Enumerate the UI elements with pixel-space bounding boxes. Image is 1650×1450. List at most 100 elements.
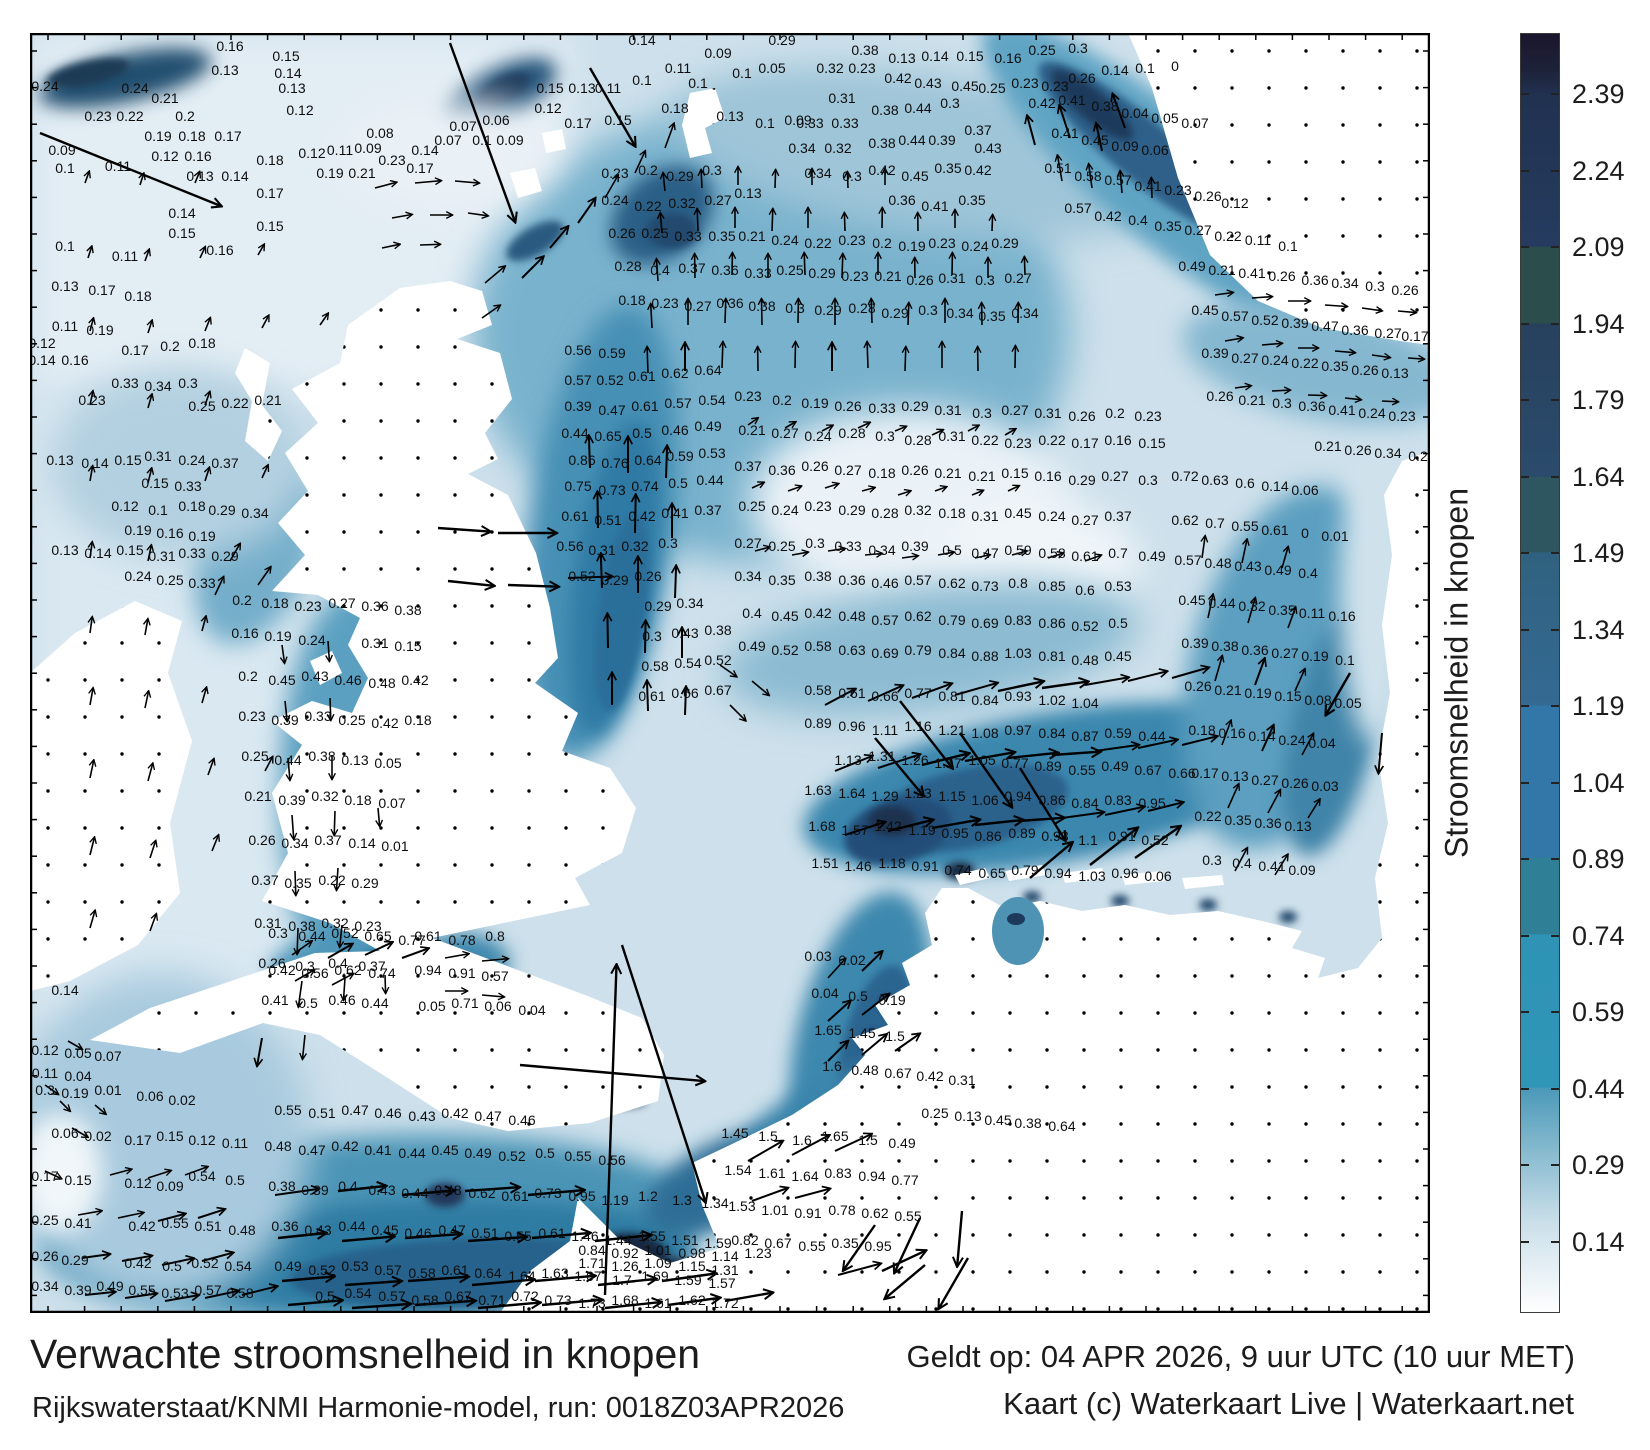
current-arrow xyxy=(864,554,882,556)
speed-value-label: 0.55 xyxy=(128,1282,155,1298)
current-arrow xyxy=(762,299,763,326)
speed-value-label: 0.18 xyxy=(178,128,205,144)
current-arrow xyxy=(1287,607,1296,629)
speed-value-label: 0.23 xyxy=(601,165,628,181)
speed-value-label: 0.3 xyxy=(1202,852,1222,868)
speed-value-label: 0.22 xyxy=(1214,228,1241,244)
speed-value-label: 1.6 xyxy=(822,1058,842,1074)
speed-value-label: 0.82 xyxy=(731,1232,758,1248)
speed-value-label: 0.74 xyxy=(631,478,658,494)
speed-value-label: 0.26 xyxy=(1206,388,1233,404)
colorbar-tick-mark xyxy=(1551,93,1559,96)
current-arrow xyxy=(121,1256,152,1262)
current-arrow xyxy=(1254,659,1265,686)
speed-value-label: 0.21 xyxy=(1214,682,1241,698)
speed-value-label: 0.42 xyxy=(868,162,895,178)
speed-value-label: 0.32 xyxy=(816,60,843,76)
speed-value-label: 0.15 xyxy=(141,475,168,491)
speed-value-label: 0.45 xyxy=(371,1222,398,1238)
speed-value-label: 0.11 xyxy=(222,1135,248,1151)
current-arrow xyxy=(974,820,1023,825)
speed-value-label: 0.73 xyxy=(534,1185,561,1201)
speed-value-label: 0.17 xyxy=(1401,328,1428,344)
speed-value-label: 0.84 xyxy=(938,645,965,661)
speed-value-label: 0.57 xyxy=(481,968,508,984)
speed-labels: 0.160.150.140.130.130.120.240.240.23 0.22… xyxy=(30,33,1429,1311)
speed-value-label: 0.67 xyxy=(764,1235,791,1251)
speed-value-label: 0.54 xyxy=(224,1258,251,1274)
speed-value-label: 0.52 xyxy=(331,925,358,941)
speed-value-label: 0.13 xyxy=(1381,365,1408,381)
speed-value-label: 0.55 xyxy=(564,1148,591,1164)
current-arrow xyxy=(467,1237,526,1241)
current-arrow xyxy=(1084,677,1128,686)
current-arrow xyxy=(821,425,833,432)
speed-value-label: 0.3 xyxy=(842,168,862,184)
speed-value-label: 0.5 xyxy=(298,995,318,1011)
current-arrow xyxy=(207,759,214,776)
current-arrow xyxy=(481,995,504,997)
speed-value-label: 0.3 xyxy=(1068,40,1088,56)
current-arrow xyxy=(974,555,990,558)
speed-value-label: 0.14 xyxy=(1248,728,1275,744)
current-arrow xyxy=(861,952,882,972)
current-arrow xyxy=(527,1190,584,1195)
speed-value-label: 0.21 xyxy=(254,392,281,408)
speed-value-label: 0.5 xyxy=(1108,615,1128,631)
speed-value-label: 0.66 xyxy=(671,685,698,701)
current-arrow xyxy=(385,974,386,993)
speed-value-label: 0.44 xyxy=(338,1218,365,1234)
speed-value-label: 0.2 xyxy=(238,668,258,684)
speed-value-label: 1.51 xyxy=(811,855,838,871)
current-arrow xyxy=(861,994,889,1016)
speed-value-label: 0.97 xyxy=(1004,722,1031,738)
speed-value-label: 0.38 xyxy=(308,748,335,764)
speed-value-label: 0.1 xyxy=(1335,652,1355,668)
speed-value-label: 1.7 xyxy=(612,1272,632,1288)
current-arrow xyxy=(594,1235,651,1243)
colorbar-tick-label: 0.29 xyxy=(1572,1150,1625,1181)
speed-value-label: 0.16 xyxy=(216,38,243,54)
speed-value-label: 0.84 xyxy=(1071,795,1098,811)
current-arrow xyxy=(971,491,983,496)
current-arrow xyxy=(867,342,868,369)
speed-value-label: 0.67 xyxy=(884,1065,911,1081)
speed-value-label: 0.44 xyxy=(1208,595,1235,611)
speed-value-label: 1.01 xyxy=(761,1202,788,1218)
speed-value-label: 0.09 xyxy=(48,142,75,158)
speed-value-label: 0.42 xyxy=(1094,208,1121,224)
current-arrow xyxy=(531,1233,590,1238)
speed-value-label: 0.13 xyxy=(568,80,595,96)
speed-value-label: 0.46 xyxy=(374,1105,401,1121)
island-wadden-4 xyxy=(1122,871,1165,885)
speed-value-label: 0.23 xyxy=(1388,408,1415,424)
speed-value-label: 0.35 xyxy=(978,308,1005,324)
current-arrow xyxy=(1007,753,1058,758)
current-arrow xyxy=(149,914,156,932)
speed-value-label: 0.45 xyxy=(901,168,928,184)
speed-value-label: 0.34 xyxy=(281,835,308,851)
speed-value-label: 0.15 xyxy=(114,452,141,468)
speed-value-label: 0.77 xyxy=(398,932,425,948)
speed-value-label: 0.76 xyxy=(601,455,628,471)
speed-value-label: 0.54 xyxy=(344,1285,371,1301)
current-arrow xyxy=(1061,812,1104,819)
speed-value-label: 0.51 xyxy=(1044,160,1071,176)
speed-value-label: 0.27 xyxy=(1251,772,1278,788)
speed-value-label: 0.5 xyxy=(315,1288,335,1304)
speed-value-label: 0.49 xyxy=(96,1278,123,1294)
current-arrow xyxy=(507,585,558,587)
speed-value-label: 0.6 xyxy=(1075,582,1095,598)
current-arrow xyxy=(549,227,568,249)
speed-value-label: 0.1 xyxy=(1135,60,1155,76)
speed-value-label: 0.01 xyxy=(1321,528,1348,544)
speed-value-label: 0.27 xyxy=(771,425,798,441)
speed-value-label: 0.26 xyxy=(901,462,928,478)
speed-value-label: 1.61 xyxy=(644,1295,671,1311)
speed-value-label: 0.15 xyxy=(604,112,631,128)
speed-value-label: 0.24 xyxy=(771,232,798,248)
speed-value-label: 0.14 xyxy=(628,33,655,48)
speed-value-label: 0.5 xyxy=(632,425,652,441)
current-arrow xyxy=(885,1264,926,1298)
speed-value-label: 0.13 xyxy=(51,278,78,294)
